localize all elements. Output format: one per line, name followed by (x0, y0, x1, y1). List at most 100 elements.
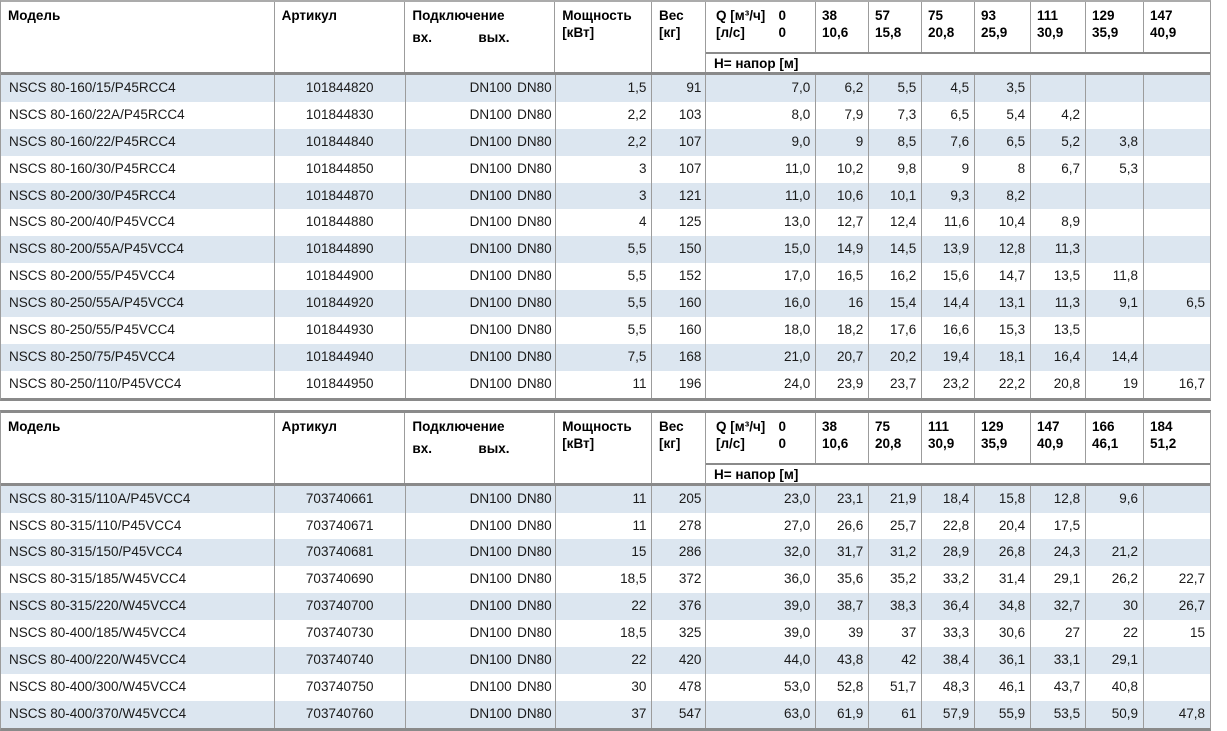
h-value-cell: 22,2 (975, 370, 1032, 398)
connection-out-value: DN80 (517, 678, 552, 694)
article-cell: 101844950 (275, 370, 406, 398)
model-cell: NSCS 80-200/55A/P45VCC4 (1, 236, 275, 264)
connection-in-value: DN100 (469, 705, 512, 721)
h-value-cell: 33,1 (1031, 647, 1087, 674)
power-unit-label: [кВт] (562, 25, 595, 40)
h-value-cell (1144, 674, 1210, 701)
connection-cell: DN100 DN80 (406, 209, 556, 237)
h-value-cell: 8,0 (706, 101, 817, 129)
h-value-cell (1144, 236, 1210, 263)
h-value-cell: 16,5 (816, 263, 870, 291)
h-value-cell: 23,2 (922, 370, 976, 398)
q-col-header: 75 20,8 (922, 2, 975, 52)
power-label: Мощность (562, 8, 632, 23)
article-cell: 101844880 (275, 209, 406, 237)
h-value-cell: 6,2 (816, 75, 870, 102)
h-value-cell: 17,5 (1031, 512, 1087, 540)
h-value-cell: 14,4 (1086, 343, 1145, 371)
article-cell: 101844940 (275, 343, 406, 371)
h-value-cell: 11,0 (706, 155, 817, 183)
h-value-cell: 27,0 (706, 512, 817, 540)
connection-in-value: DN100 (469, 571, 512, 587)
h-value-cell: 16,7 (1178, 375, 1205, 391)
table-row: NSCS 80-200/30/P45RCC4 101844870 DN100 DN80… (1, 182, 1210, 210)
power-cell: 15 (556, 539, 653, 567)
pump-table-1: Модель Артикул Подключение вх. вых. Мощн… (0, 0, 1211, 401)
h-value-cell: 9,0 (706, 128, 817, 156)
q-col-header: 147 40,9 (1149, 8, 1177, 40)
h-value-cell: 16,2 (869, 263, 923, 291)
h-value-cell (1086, 75, 1145, 102)
connection-out-value: DN80 (517, 133, 552, 149)
h-value-cell: 30,6 (975, 620, 1032, 648)
table-row: NSCS 80-315/185/W45VCC4 703740690 DN100 DN8… (1, 566, 1210, 594)
h-value-cell: 63,0 (706, 700, 817, 728)
connection-out-value: DN80 (517, 348, 552, 364)
connection-cell: DN100 DN80 (406, 370, 556, 398)
weight-cell: 286 (652, 539, 707, 567)
article-cell: 101844920 (275, 290, 406, 318)
connection-out-value: DN80 (517, 322, 552, 338)
connection-out-value: DN80 (517, 80, 552, 95)
h-value-cell: 16,0 (706, 290, 817, 318)
h-value-cell: 52,8 (816, 673, 870, 701)
h-value-cell: 13,9 (922, 236, 976, 264)
h-value-cell: 11,6 (922, 209, 976, 237)
q-flow-zero: 0 (778, 8, 786, 23)
connection-in-value: DN100 (469, 187, 512, 203)
q-col-header: 147 40,9 (1031, 412, 1086, 463)
h-value-cell: 7,6 (922, 128, 976, 156)
connection-out-value: DN80 (517, 598, 552, 614)
model-cell: NSCS 80-315/220/W45VCC4 (1, 593, 275, 621)
h-value-cell: 13,5 (1031, 317, 1087, 344)
connection-cell: DN100 DN80 (406, 155, 556, 183)
table-row: NSCS 80-400/370/W45VCC4 703740760 DN100 DN8… (1, 700, 1210, 728)
connection-in-value: DN100 (469, 106, 512, 122)
connection-cell: DN100 DN80 (406, 182, 556, 210)
q-col-header: 111 30,9 (922, 412, 975, 463)
weight-label: Вес (659, 418, 684, 434)
connection-in-label: вх. (412, 440, 432, 456)
h-value-cell: 8,9 (1031, 209, 1087, 237)
h-value-cell: 39,0 (706, 593, 817, 621)
h-value-cell: 11,0 (706, 182, 817, 210)
article-cell: 703740681 (275, 539, 406, 567)
article-cell: 101844850 (275, 155, 406, 183)
h-value-cell: 22,8 (922, 512, 976, 540)
table-row: NSCS 80-250/75/P45VCC4 101844940 DN100 DN80… (1, 343, 1210, 371)
weight-cell: 196 (652, 370, 707, 398)
connection-cell: DN100 DN80 (406, 593, 556, 621)
article-cell: 703740700 (275, 593, 406, 621)
weight-cell: 125 (652, 209, 707, 237)
power-cell: 18,5 (556, 620, 653, 648)
h-value-cell: 19 (1086, 370, 1145, 398)
power-cell: 1,5 (556, 75, 653, 102)
weight-cell: 168 (652, 343, 707, 371)
table-body: NSCS 80-160/15/P45RCC4 101844820 DN100 DN80… (1, 75, 1210, 398)
q-header-block: Q [м³/ч] 0 [л/с] 0 38 10,6 75 20,8 111 30,9 12… (705, 412, 1210, 483)
h-value-cell: 50,9 (1086, 700, 1145, 728)
article-cell: 703740690 (275, 566, 406, 594)
model-cell: NSCS 80-200/55/P45VCC4 (1, 263, 275, 291)
connection-out-value: DN80 (517, 295, 552, 311)
connection-label: Подключение (412, 418, 505, 434)
table-row: NSCS 80-315/220/W45VCC4 703740700 DN100 DN8… (1, 593, 1210, 621)
weight-unit-label: [кг] (659, 435, 681, 451)
connection-in-value: DN100 (469, 652, 512, 668)
connection-in-value: DN100 (469, 375, 512, 391)
weight-cell: 107 (652, 155, 707, 183)
weight-cell: 160 (652, 290, 707, 318)
connection-in-value: DN100 (469, 80, 512, 95)
h-value-cell: 38,4 (922, 647, 976, 674)
h-value-cell: 29,1 (1086, 647, 1145, 674)
power-unit-label: [кВт] (562, 435, 595, 451)
h-value-cell: 8 (975, 155, 1032, 183)
connection-cell: DN100 DN80 (406, 290, 556, 318)
col-header-power: Мощность [кВт] (555, 412, 653, 483)
h-value-cell: 3,5 (975, 75, 1032, 102)
h-value-cell: 18,2 (816, 317, 870, 344)
table-row: NSCS 80-250/110/P45VCC4 101844950 DN100 DN8… (1, 370, 1210, 398)
weight-cell: 160 (652, 317, 707, 344)
h-value-cell (1144, 183, 1210, 210)
power-cell: 37 (556, 700, 653, 728)
